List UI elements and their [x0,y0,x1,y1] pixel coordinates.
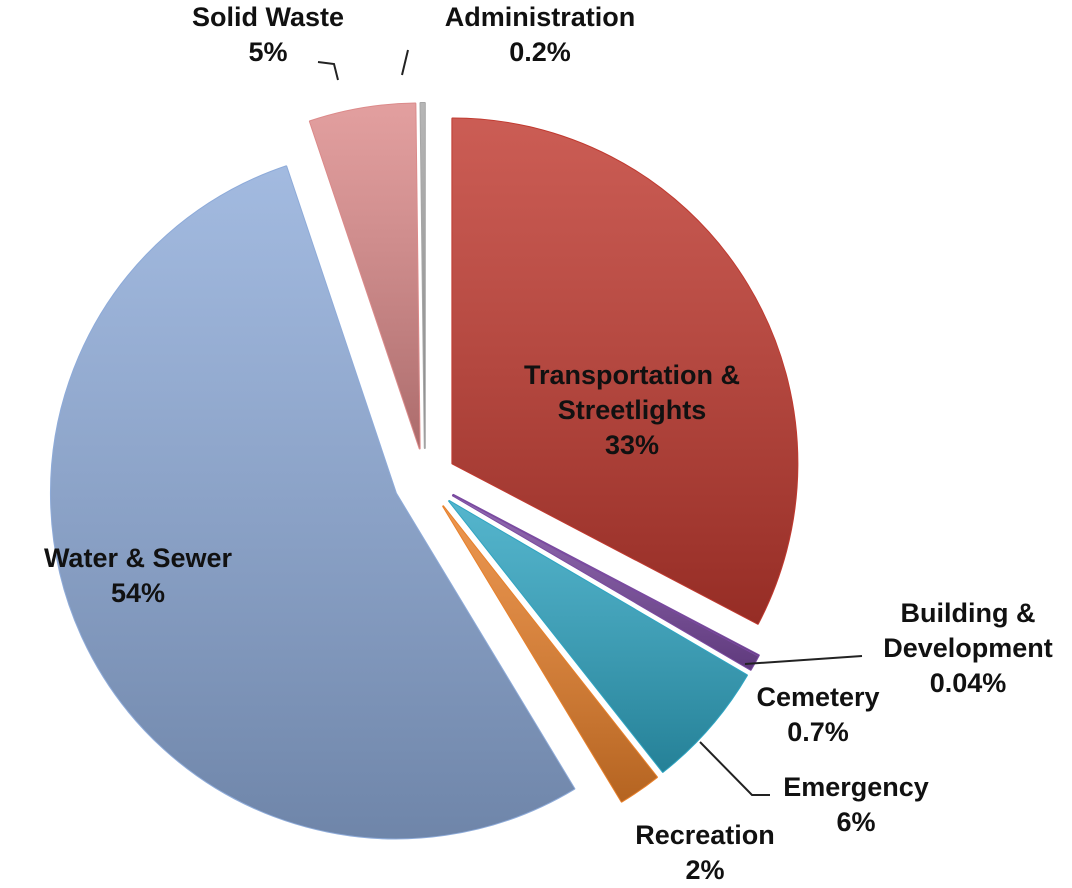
category-label: Transportation & Streetlights [523,360,740,425]
slice-label: Water & Sewer 54% [8,541,268,611]
category-label: Recreation [635,820,775,850]
category-label: Cemetery [756,682,880,712]
value-label: 5% [248,37,288,67]
slice-shade [449,501,747,772]
value-label: 54% [110,578,166,608]
leader-line [699,741,770,796]
slice-shade [50,166,575,839]
slice-shade [309,103,420,449]
slice-label: Administration 0.2% [410,0,670,70]
category-label: Water & Sewer [43,543,233,573]
leader-lines [317,49,863,796]
value-label: 0.04% [929,668,1007,698]
leader-line [744,655,863,665]
value-label: 0.7% [787,717,849,747]
slice-shade [452,118,798,624]
slice-label: Cemetery 0.7% [718,680,918,750]
slice-label: Emergency 6% [756,770,956,840]
category-label: Building & Development [883,598,1053,663]
leader-line [317,61,339,81]
value-label: 2% [685,855,725,885]
value-label: 0.2% [509,37,571,67]
slice-shade [420,103,425,449]
slice-shade [443,506,657,802]
value-label: 6% [836,807,876,837]
category-label: Emergency [783,772,929,802]
slice-label: Building & Development 0.04% [863,596,1072,701]
slice-label: Solid Waste 5% [168,0,368,70]
slice-label: Transportation & Streetlights 33% [482,358,782,463]
category-label: Administration [444,2,636,32]
leader-line [401,49,409,76]
category-label: Solid Waste [191,2,345,32]
value-label: 33% [604,430,660,460]
slice-label: Recreation 2% [595,818,815,888]
slice-shade [452,495,759,670]
